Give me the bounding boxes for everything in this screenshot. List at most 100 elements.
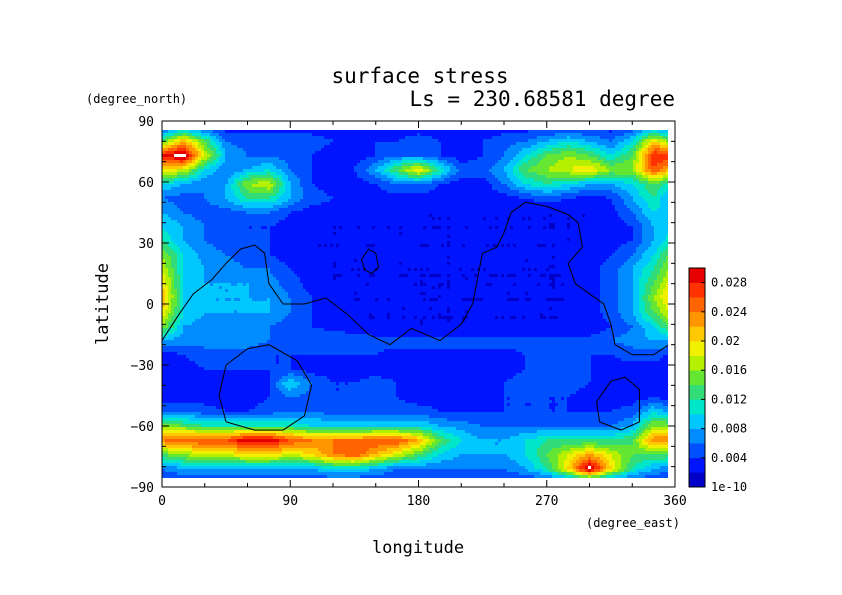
heat-cell <box>612 181 616 185</box>
heat-cell <box>198 196 202 200</box>
heat-cell <box>246 175 250 179</box>
heat-cell <box>570 205 574 209</box>
heat-cell <box>291 157 295 161</box>
heat-cell <box>486 148 490 152</box>
heat-cell <box>516 187 520 191</box>
heat-cell <box>387 214 391 218</box>
heat-cell <box>333 205 337 209</box>
heat-cell <box>414 187 418 191</box>
heat-cell <box>408 148 412 152</box>
heat-cell <box>351 214 355 218</box>
heat-cell <box>627 139 631 143</box>
heat-cell <box>555 205 559 209</box>
heat-cell <box>345 154 349 158</box>
heat-cell <box>501 157 505 161</box>
heat-cell <box>357 187 361 191</box>
heat-cell <box>648 193 652 197</box>
heat-cell <box>579 202 583 206</box>
heat-cell <box>411 136 415 140</box>
heat-cell <box>387 193 391 197</box>
heat-cell <box>627 181 631 185</box>
heat-cell <box>618 178 622 182</box>
heat-cell <box>480 151 484 155</box>
heat-cell <box>561 148 565 152</box>
heat-cell <box>216 142 220 146</box>
heat-cell <box>519 172 523 176</box>
heat-cell <box>216 187 220 191</box>
heat-cell <box>318 184 322 188</box>
heat-cell <box>444 154 448 158</box>
heat-cell <box>474 184 478 188</box>
heat-cell <box>345 190 349 194</box>
heat-cell <box>510 136 514 140</box>
heat-cell <box>501 142 505 146</box>
heat-cell <box>330 214 334 218</box>
heat-cell <box>252 181 256 185</box>
heat-cell <box>492 199 496 203</box>
heat-cell <box>360 208 364 212</box>
heat-cell <box>603 169 607 173</box>
heat-cell <box>639 130 643 134</box>
heat-cell <box>546 202 550 206</box>
heat-cell <box>243 157 247 161</box>
heat-cell <box>660 148 664 152</box>
heat-cell <box>456 187 460 191</box>
heat-cell <box>321 154 325 158</box>
heat-cell <box>330 142 334 146</box>
heat-cell <box>267 142 271 146</box>
heat-cell <box>609 157 613 161</box>
heat-cell <box>633 136 637 140</box>
heat-cell <box>624 145 628 149</box>
heat-cell <box>318 154 322 158</box>
heat-cell <box>171 214 175 218</box>
heat-cell <box>177 202 181 206</box>
heat-cell <box>381 190 385 194</box>
heat-cell <box>471 130 475 134</box>
heat-cell <box>609 142 613 146</box>
heat-cell <box>540 130 544 134</box>
heat-cell <box>645 157 649 161</box>
heat-cell <box>429 160 433 164</box>
heat-cell <box>222 166 226 170</box>
heat-cell <box>618 142 622 146</box>
heat-cell <box>207 133 211 137</box>
heat-cell <box>204 214 208 218</box>
heat-cell <box>369 190 373 194</box>
heat-cell <box>636 190 640 194</box>
heat-cell <box>324 154 328 158</box>
heat-cell <box>588 166 592 170</box>
heat-cell <box>165 187 169 191</box>
heat-cell <box>246 136 250 140</box>
heat-cell <box>477 157 481 161</box>
heat-cell <box>186 178 190 182</box>
heat-cell <box>396 154 400 158</box>
heat-cell <box>357 217 361 221</box>
heat-cell <box>474 130 478 134</box>
heat-cell <box>498 130 502 134</box>
heat-cell <box>162 208 166 212</box>
heat-cell <box>189 208 193 212</box>
heat-cell <box>522 148 526 152</box>
heat-cell <box>291 211 295 215</box>
heat-cell <box>585 181 589 185</box>
heat-cell <box>606 142 610 146</box>
heat-cell <box>453 166 457 170</box>
heat-cell <box>603 172 607 176</box>
heat-cell <box>264 157 268 161</box>
heat-cell <box>414 154 418 158</box>
heat-cell <box>528 133 532 137</box>
heat-cell <box>471 184 475 188</box>
heat-cell <box>594 199 598 203</box>
heat-cell <box>576 145 580 149</box>
heat-cell <box>366 151 370 155</box>
heat-cell <box>372 196 376 200</box>
heat-cell <box>312 187 316 191</box>
heat-cell <box>594 202 598 206</box>
heat-cell <box>375 196 379 200</box>
heat-cell <box>645 181 649 185</box>
heat-cell <box>468 145 472 149</box>
heat-cell <box>261 142 265 146</box>
heat-cell <box>597 133 601 137</box>
heat-cell <box>162 193 166 197</box>
heat-cell <box>216 178 220 182</box>
